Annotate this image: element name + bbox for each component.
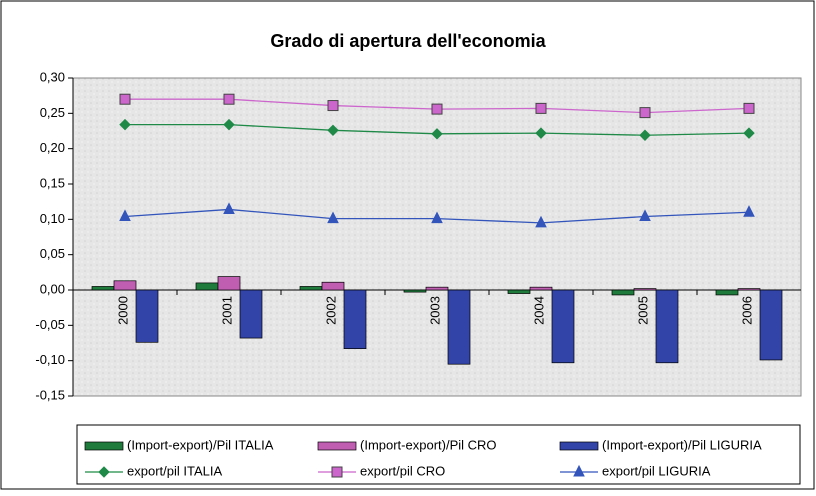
point <box>535 215 547 228</box>
point <box>431 211 443 224</box>
point <box>743 205 755 217</box>
legend-marker <box>573 464 585 477</box>
bar <box>529 286 553 291</box>
bar <box>299 286 323 291</box>
bar <box>507 289 531 294</box>
point <box>119 93 131 105</box>
bar <box>113 280 137 291</box>
legend-marker <box>98 466 110 478</box>
bar <box>91 286 115 291</box>
x-tick-label: 2003 <box>427 296 442 325</box>
point <box>535 127 547 139</box>
legend-label: export/pil ITALIA <box>127 463 222 478</box>
plot-area <box>72 77 802 397</box>
point <box>639 209 651 222</box>
legend-swatch <box>559 441 599 451</box>
x-tick-label: 2005 <box>635 296 650 325</box>
bar <box>737 288 761 291</box>
point <box>639 107 651 119</box>
legend-marker <box>331 466 343 478</box>
legend-swatch <box>84 441 124 451</box>
y-tick-label: -0,15 <box>35 387 65 402</box>
bar <box>633 288 657 291</box>
y-tick-label: 0,05 <box>40 246 65 261</box>
point <box>535 102 547 114</box>
y-tick-label: 0,20 <box>40 140 65 155</box>
x-tick-label: 2002 <box>323 296 338 325</box>
point <box>639 129 651 141</box>
point <box>119 118 131 131</box>
point <box>327 124 339 137</box>
y-tick-label: -0,05 <box>35 317 65 332</box>
point <box>327 211 339 224</box>
y-tick-label: -0,10 <box>35 352 65 367</box>
x-tick-label: 2000 <box>115 296 130 325</box>
y-tick-label: 0,10 <box>40 211 65 226</box>
point <box>119 209 131 222</box>
point <box>743 127 755 139</box>
point <box>327 100 339 112</box>
bar <box>195 282 219 291</box>
bar <box>217 276 241 291</box>
point <box>431 103 443 115</box>
bar <box>135 289 159 343</box>
legend <box>76 424 801 485</box>
y-tick-label: 0,25 <box>40 105 65 120</box>
x-tick-label: 2001 <box>219 296 234 325</box>
point <box>223 202 235 214</box>
x-tick-label: 2006 <box>739 296 754 325</box>
y-tick-label: 0,30 <box>40 69 65 84</box>
bar <box>715 289 739 296</box>
point <box>223 118 235 131</box>
y-tick-label: 0,00 <box>40 281 65 296</box>
legend-label: (Import-export)/Pil LIGURIA <box>602 437 762 452</box>
point <box>743 102 755 114</box>
legend-label: (Import-export)/Pil CRO <box>360 437 497 452</box>
legend-label: export/pil CRO <box>360 463 445 478</box>
bar <box>447 289 471 365</box>
legend-label: export/pil LIGURIA <box>602 463 711 478</box>
bar <box>551 289 575 364</box>
bar <box>343 289 367 350</box>
legend-swatch <box>317 441 357 451</box>
bar <box>425 286 449 291</box>
bar <box>655 289 679 364</box>
bar <box>239 289 263 339</box>
bar <box>611 289 635 296</box>
x-tick-label: 2004 <box>531 296 546 325</box>
point <box>223 93 235 105</box>
bar <box>403 289 427 293</box>
point <box>431 128 443 140</box>
legend-label: (Import-export)/Pil ITALIA <box>127 437 274 452</box>
y-tick-label: 0,15 <box>40 175 65 190</box>
bar <box>321 281 345 291</box>
chart-title: Grado di apertura dell'economia <box>270 31 546 51</box>
bar <box>759 289 783 361</box>
